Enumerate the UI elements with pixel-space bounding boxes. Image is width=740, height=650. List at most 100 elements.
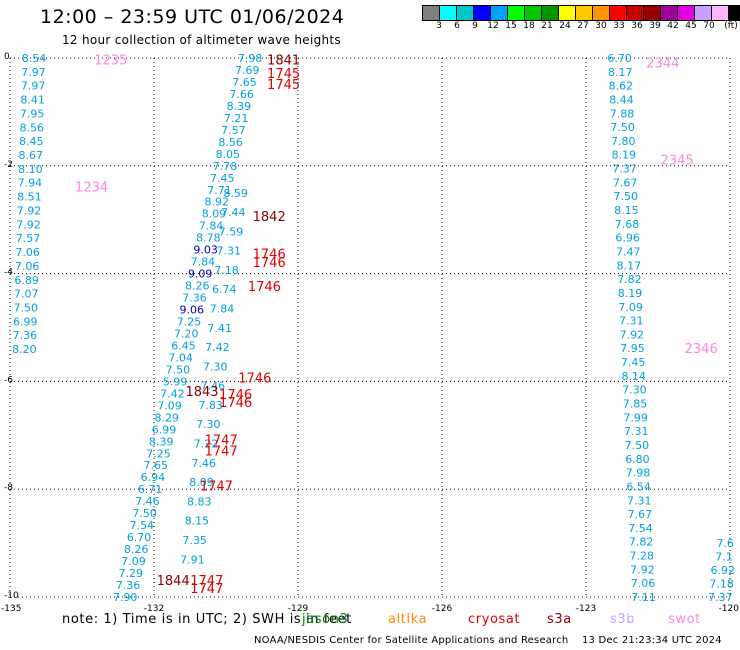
wave-height-value: 7.46 [201,380,226,393]
wave-height-value: 8.39 [227,100,252,113]
axis-tick-labels: -135 -132 -129 -126 -123 -120 0 -2 -4 -6 -8 -10 [1,52,739,614]
wave-height-value: 8.67 [19,149,44,162]
wave-height-value: 7.50 [132,507,157,520]
color-swatch-4 [491,6,508,20]
wave-height-value: 8.41 [20,94,45,107]
color-scale-label: 6 [454,21,460,31]
wave-height-value: 9.06 [180,304,205,317]
color-scale-label: 33 [613,21,625,31]
wave-height-value: 7.20 [174,327,199,340]
lat-lon-grid [9,57,731,598]
y-tick-label: -6 [4,375,13,385]
pass-time-label: 1842 [253,210,286,225]
wave-height-value: 7.18 [709,578,734,591]
wave-height-value: 7.66 [229,88,254,101]
wave-height-value: 8.44 [609,93,634,106]
wave-height-value: 7.69 [235,64,260,77]
wave-height-value: 7.90 [113,591,138,604]
color-swatch-7 [542,6,559,20]
pass-time-label: 2346 [685,342,718,357]
wave-height-value: 8.54 [22,52,47,65]
color-scale-label: (ft) [724,21,738,31]
pass-time-label: 1747 [205,444,238,459]
x-tick-label: -132 [144,604,164,614]
wave-height-value: 7.84 [191,256,216,269]
pass-time-label: 1841 [267,54,300,69]
wave-height-value: 6.99 [152,423,177,436]
legend-item-jason3: jason3 [302,612,349,627]
wave-height-value: 7.99 [623,411,648,424]
color-swatch-14 [661,6,678,20]
wave-height-value: 6.89 [14,274,39,287]
wave-height-value: 7.09 [157,399,182,412]
color-scale-label: 15 [505,21,517,31]
wave-height-value: 8.15 [185,515,210,528]
wave-height-value: 6.70 [127,531,152,544]
wave-height-value: 8.20 [12,343,37,356]
wave-height-value: 7.95 [620,342,645,355]
wave-height-value: 7.30 [203,360,228,373]
wave-height-value: 7.21 [224,112,249,125]
color-swatch-8 [559,6,576,20]
wave-height-value: 8.17 [617,259,642,272]
x-tick-label: -123 [576,604,596,614]
map-title: 12:00 – 23:59 UTC 01/06/2024 [40,6,345,28]
wave-height-value: 7.84 [210,302,235,315]
wave-height-value: 7.92 [630,563,655,576]
pass-time-label: 2345 [661,153,694,168]
color-scale-label: 70 [703,21,715,31]
wave-height-value: 7.11 [631,591,656,604]
wave-height-value: 7.36 [13,329,38,342]
wave-height-value: 8.56 [19,121,44,134]
wave-height-value: 7.30 [622,384,647,397]
wave-height-value: 7.80 [611,135,636,148]
color-scale-bar [422,5,740,21]
wave-height-value: 7.31 [619,315,644,328]
wave-height-value: 6.80 [625,453,650,466]
wave-height-value: 7.95 [20,107,45,120]
color-swatch-6 [525,6,542,20]
wave-height-value: 8.92 [204,196,229,209]
wave-height-value: 7.06 [631,577,656,590]
wave-height-value: 7.30 [196,418,221,431]
wave-height-value: 7.31 [217,245,242,258]
wave-height-value: 7.92 [16,218,41,231]
color-scale-label: 9 [472,21,478,31]
color-scale-label: 39 [649,21,661,31]
wave-height-value: 8.26 [124,543,149,556]
wave-height-value: 8.39 [149,435,174,448]
color-swatch-1 [440,6,457,20]
wave-height-value: 8.51 [17,191,42,204]
wave-height-value: 7.98 [626,467,651,480]
wave-height-value: 8.14 [622,370,647,383]
color-swatch-11 [610,6,627,20]
color-swatch-15 [678,6,695,20]
legend-item-cryosat: cryosat [468,612,521,627]
wave-height-value: 7.50 [625,439,650,452]
wave-height-value: 7.88 [610,107,635,120]
pass-time-label: 1746 [219,396,252,411]
y-tick-label: -8 [4,483,13,493]
wave-height-value: 7.82 [629,536,654,549]
wave-height-value: 7.65 [232,76,257,89]
wave-height-value: 7.37 [708,591,733,604]
x-tick-label: -129 [288,604,309,614]
color-scale-label: 27 [577,21,589,31]
wave-height-value: 8.26 [185,280,210,293]
color-scale-label: 30 [595,21,607,31]
pass-time-label: 1235 [94,54,127,69]
wave-height-value: 7.09 [618,301,643,314]
y-tick-label: -10 [4,591,19,601]
wave-height-value: 7.31 [627,494,652,507]
wave-height-value: 9.09 [188,268,213,281]
wave-height-value: 8.83 [187,495,212,508]
wave-height-value: 7.42 [160,387,185,400]
legend-item-altika: altika [388,612,428,627]
wave-height-value: 7.22 [194,438,219,451]
pass-time-label: 1747 [205,434,238,449]
wave-height-value: 7.67 [628,508,653,521]
wave-height-value: 7.31 [624,425,649,438]
wave-height-value: 8.45 [19,135,44,148]
wave-height-value: 7.04 [168,351,193,364]
